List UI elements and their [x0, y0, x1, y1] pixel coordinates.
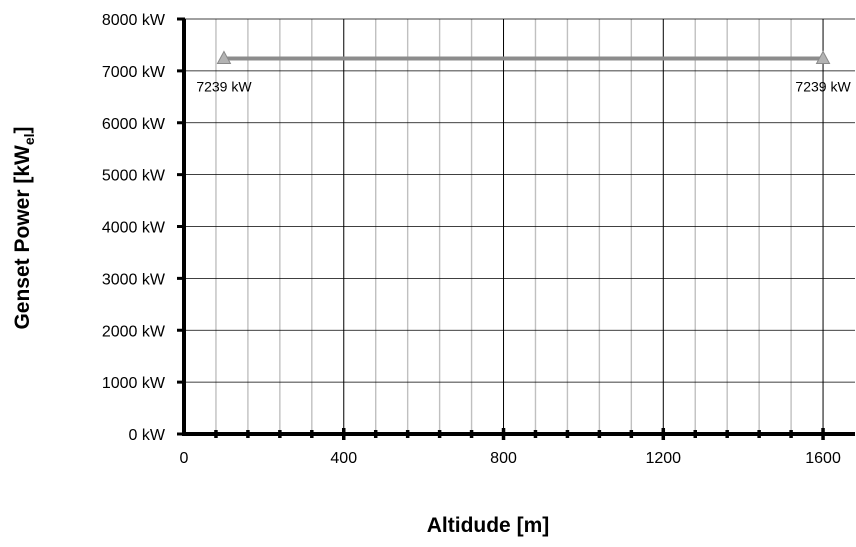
y-tick-label: 6000 kW [102, 116, 166, 133]
y-tick-label: 5000 kW [102, 168, 166, 185]
y-axis-title-subscript: el [21, 133, 37, 145]
y-axis-title: Genset Power [kWel] [11, 126, 37, 329]
data-point-marker [815, 50, 831, 64]
x-tick-label: 400 [330, 450, 357, 467]
x-tick-label: 0 [180, 450, 189, 467]
data-label: 7239 kW [196, 78, 252, 94]
y-tick-label: 0 kW [129, 427, 166, 444]
axes [177, 17, 855, 440]
y-tick-label: 7000 kW [102, 64, 166, 81]
data-label: 7239 kW [795, 78, 851, 94]
y-tick-label: 1000 kW [102, 375, 166, 392]
y-tick-label: 8000 kW [102, 12, 166, 29]
x-tick-label: 800 [490, 450, 517, 467]
y-tick-label: 3000 kW [102, 271, 166, 288]
y-tick-labels: 0 kW 1000 kW 2000 kW 3000 kW 4000 kW 5000 kW 6… [102, 12, 166, 444]
grid [184, 18, 855, 434]
x-tick-label: 1200 [645, 450, 681, 467]
series [216, 50, 831, 64]
x-tick-label: 1600 [805, 450, 841, 467]
x-axis-title: Altidude [m] [427, 514, 549, 537]
y-axis-title-suffix: ] [11, 126, 34, 133]
y-tick-label: 2000 kW [102, 323, 166, 340]
data-labels: 7239 kW 7239 kW [196, 78, 851, 94]
y-tick-label: 4000 kW [102, 220, 166, 237]
data-point-marker [216, 50, 232, 64]
x-tick-labels: 0 400 800 1200 1600 [180, 450, 841, 467]
y-axis-title-main: Genset Power [kW [11, 145, 34, 330]
